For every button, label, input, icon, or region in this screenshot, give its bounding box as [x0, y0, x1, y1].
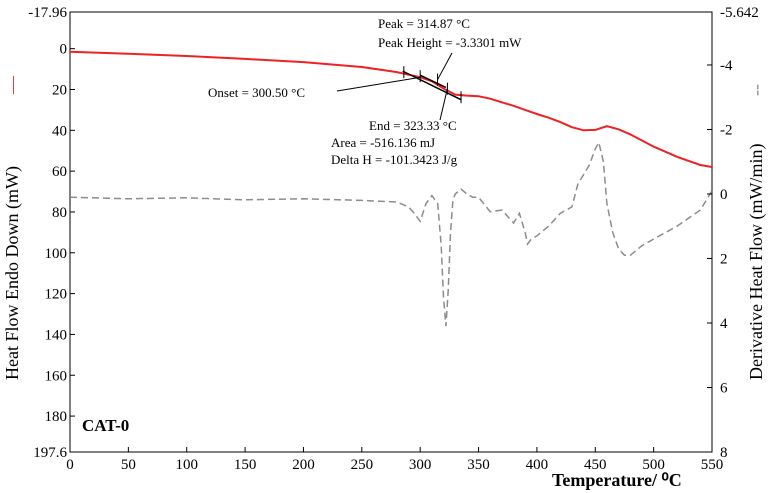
annotation-area: Area = -516.136 mJ [331, 135, 435, 150]
y-left-tick-label: 197.6 [33, 445, 67, 461]
y-left-tick-label: 100 [45, 246, 68, 262]
y-right-tick-label: -4 [720, 58, 733, 74]
peak-leader-line [437, 52, 453, 80]
y-left-tick-label: -17.96 [28, 5, 67, 21]
x-tick-label: 50 [121, 457, 136, 473]
annotation-peak-height: Peak Height = -3.3301 mW [378, 35, 522, 50]
x-tick-label: 400 [526, 457, 549, 473]
y-axis-left-legend-symbol: — [2, 75, 22, 95]
x-tick-label: 200 [292, 457, 315, 473]
y-right-tick-label: 0 [720, 187, 728, 203]
y-left-tick-label: 40 [52, 123, 67, 139]
y-left-tick-label: 120 [45, 287, 68, 303]
annotation-peak: Peak = 314.87 °C [378, 16, 470, 31]
x-tick-label: 550 [701, 457, 724, 473]
x-tick-label: 0 [66, 457, 74, 473]
sample-label: CAT-0 [82, 416, 129, 435]
y-left-tick-label: 20 [52, 82, 67, 98]
y-left-tick-label: 180 [45, 409, 68, 425]
y-axis-left-label: Heat Flow Endo Down (mW) [2, 166, 23, 380]
y-right-tick-label: 4 [720, 316, 728, 332]
y-right-tick-label: 8 [720, 445, 728, 461]
series-layer [69, 50, 713, 327]
end-leader-line [439, 88, 448, 121]
plot-frame [69, 11, 713, 453]
y-right-tick-label: 6 [720, 380, 728, 396]
x-tick-label: 450 [584, 457, 607, 473]
y-left-tick-label: 0 [60, 42, 68, 58]
derivative-series-line [69, 140, 713, 327]
plot-frame-layer [69, 11, 713, 453]
annotation-end: End = 323.33 °C [369, 118, 457, 133]
tick-layer: 0 50 100 150 200 250 300 350 400 450 500 550-17.960… [28, 5, 759, 473]
x-tick-label: 300 [409, 457, 432, 473]
tangent-line [419, 74, 447, 89]
onset-leader-line [336, 76, 421, 92]
y-axis-right-legend-symbol: -- [746, 84, 766, 96]
y-left-tick-label: 160 [45, 368, 68, 384]
tangent-line [402, 70, 462, 101]
y-right-tick-label: -2 [720, 122, 733, 138]
y-axis-right-label: Derivative Heat Flow (mW/min) [746, 144, 767, 380]
y-left-tick-label: 60 [52, 164, 67, 180]
x-tick-label: 150 [234, 457, 257, 473]
x-axis-label: Temperature/ ⁰C [552, 470, 682, 490]
y-left-tick-label: 140 [45, 327, 68, 343]
y-left-tick-label: 80 [52, 205, 67, 221]
x-tick-label: 350 [467, 457, 490, 473]
x-tick-label: 500 [642, 457, 665, 473]
x-tick-label: 250 [351, 457, 374, 473]
y-right-tick-label: 2 [720, 251, 728, 267]
annotation-onset: Onset = 300.50 °C [208, 85, 305, 100]
annotation-delta-h: Delta H = -101.3423 J/g [331, 152, 458, 167]
heat-flow-series-line [69, 50, 713, 168]
x-tick-label: 100 [175, 457, 198, 473]
y-right-tick-label: -5.642 [720, 5, 759, 21]
